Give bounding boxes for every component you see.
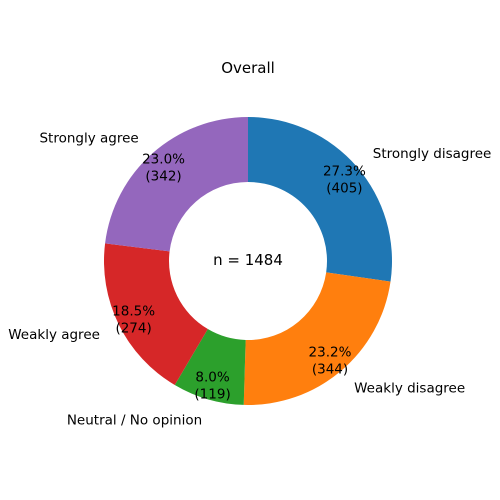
percent-label-neutral-no-opinion: 8.0% [195,369,229,385]
percent-label-weakly-disagree: 23.2% [309,345,352,361]
category-label-weakly-agree: Weakly agree [8,327,100,343]
percent-label-strongly-disagree: 27.3% [323,164,366,180]
percent-label-strongly-agree: 23.0% [142,151,185,167]
count-label-weakly-disagree: (344) [312,362,348,378]
slice-strongly-agree [105,117,249,252]
count-label-strongly-agree: (342) [145,168,181,184]
count-label-strongly-disagree: (405) [326,181,362,197]
slice-weakly-agree [104,243,208,385]
center-total-label: n = 1484 [213,251,283,269]
slice-strongly-disagree [248,117,392,282]
count-label-neutral-no-opinion: (119) [194,386,230,402]
category-label-strongly-agree: Strongly agree [39,130,138,146]
labels-group: Strongly disagree 27.3%(405) Weakly disagr… [8,130,491,428]
category-label-strongly-disagree: Strongly disagree [373,146,492,162]
slice-neutral-no-opinion [174,329,246,405]
slice-weakly-disagree [243,272,391,405]
percent-label-weakly-agree: 18.5% [112,303,155,319]
category-label-weakly-disagree: Weakly disagree [354,380,465,396]
chart-title: Overall [221,59,275,77]
slices-group [104,117,392,405]
category-label-neutral-no-opinion: Neutral / No opinion [67,413,202,429]
count-label-weakly-agree: (274) [115,320,151,336]
